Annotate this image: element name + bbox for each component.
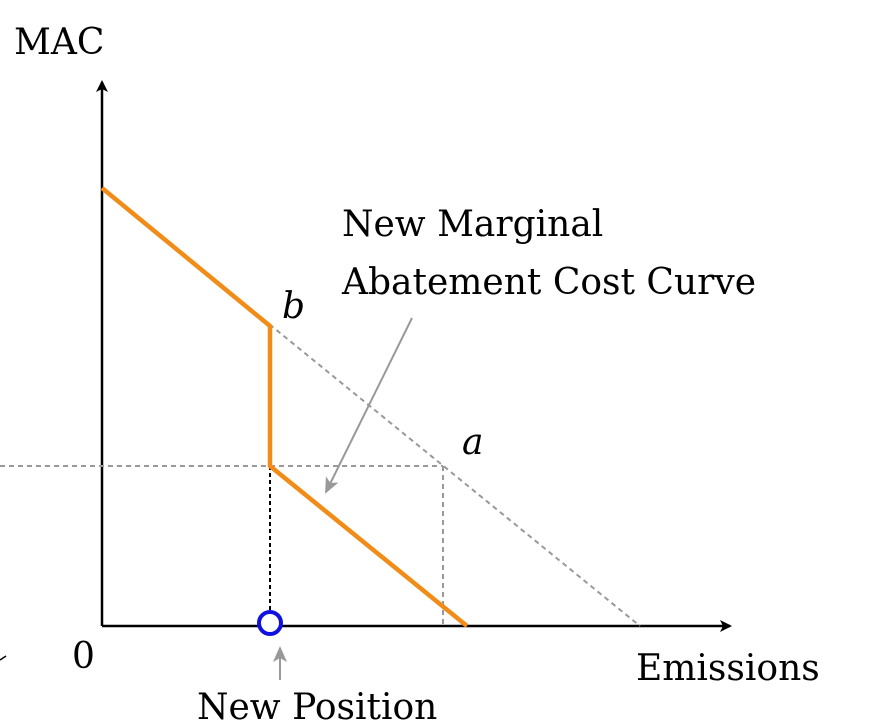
annotation-line-2: Abatement Cost Curve bbox=[341, 262, 756, 303]
origin-label: 0 bbox=[72, 636, 95, 677]
x-axis-label: Emissions bbox=[636, 648, 820, 689]
y-axis-label: MAC bbox=[14, 22, 104, 63]
annotation-line-1: New Marginal bbox=[342, 204, 603, 245]
point-a-label: a bbox=[462, 422, 483, 463]
edge-tick bbox=[0, 655, 7, 661]
new-mac-curve bbox=[100, 186, 469, 628]
annotation-arrow bbox=[325, 317, 413, 494]
point-b-label: b bbox=[282, 286, 305, 327]
new-position-label: New Position bbox=[197, 687, 437, 728]
original-mac-curve bbox=[101, 187, 641, 627]
new-position-marker bbox=[257, 610, 283, 636]
